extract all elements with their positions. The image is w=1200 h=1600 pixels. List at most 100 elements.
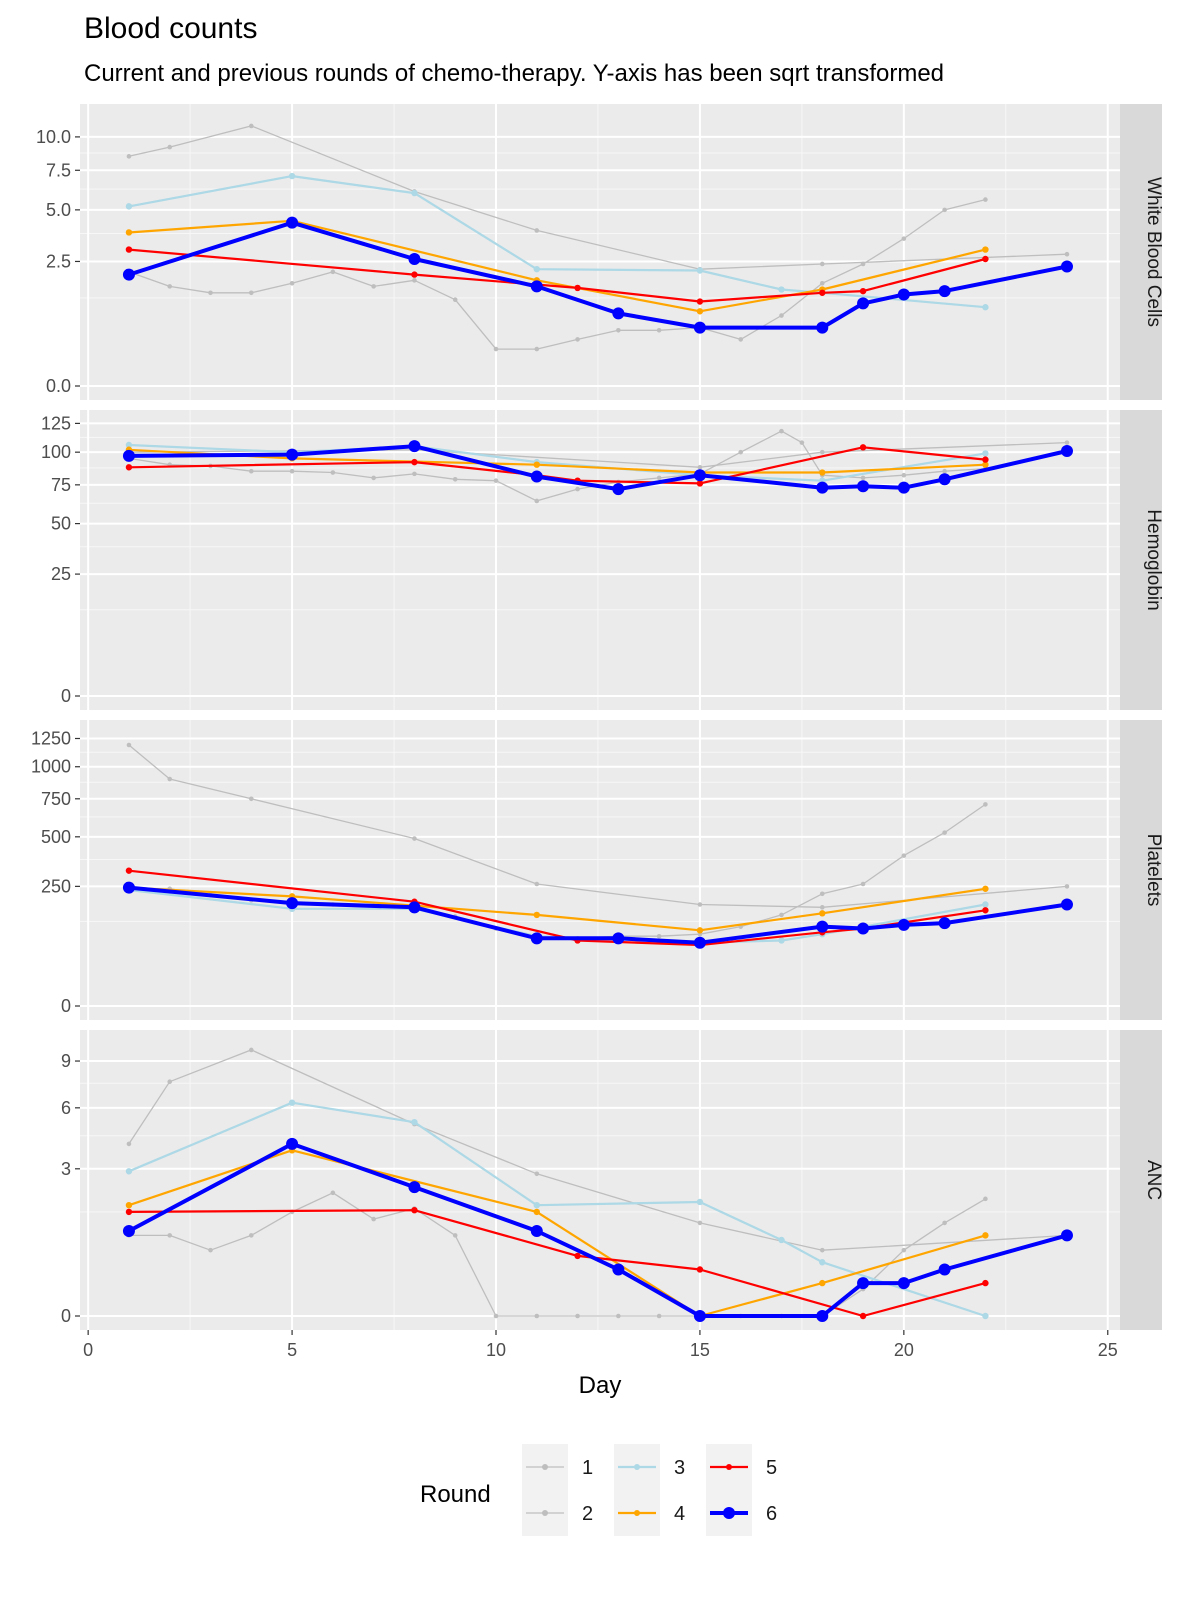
legend-label: 1	[582, 1457, 593, 1479]
data-point-round-1	[860, 881, 866, 887]
data-point-round-5	[574, 1252, 581, 1260]
data-point-round-1	[330, 470, 336, 475]
data-point-round-1	[819, 280, 825, 286]
data-point-round-2	[819, 261, 825, 267]
data-point-round-1	[656, 328, 662, 333]
data-point-round-5	[411, 271, 418, 278]
y-tick-label: 1250	[31, 728, 71, 748]
data-point-round-4	[982, 461, 989, 468]
data-point-round-1	[983, 1196, 988, 1202]
data-point-round-5	[859, 1312, 867, 1320]
data-point-round-2	[126, 154, 132, 159]
data-point-round-3	[125, 203, 133, 210]
data-point-round-5	[696, 298, 704, 305]
data-point-round-2	[248, 796, 254, 802]
data-point-round-1	[901, 472, 907, 478]
data-point-round-6	[897, 1277, 910, 1290]
data-point-round-5	[982, 255, 989, 263]
data-point-round-1	[901, 853, 907, 858]
data-point-round-3	[778, 937, 785, 944]
legend-key-point	[542, 1510, 548, 1516]
y-tick-label: 50	[51, 514, 71, 534]
data-point-round-6	[693, 469, 706, 482]
data-point-round-4	[696, 308, 704, 315]
data-point-round-6	[897, 918, 910, 931]
facet-strip	[1120, 104, 1162, 400]
series-line-1	[128, 1192, 986, 1317]
series-line-4	[128, 886, 986, 932]
data-point-round-1	[452, 1233, 458, 1238]
data-point-round-6	[693, 936, 706, 949]
data-point-round-2	[126, 742, 132, 748]
data-point-round-3	[125, 1168, 133, 1175]
data-point-round-2	[534, 1171, 540, 1177]
data-point-round-6	[286, 897, 299, 910]
data-point-round-6	[530, 932, 543, 945]
data-point-round-6	[857, 922, 870, 935]
chart-title: Blood counts	[84, 12, 258, 45]
data-point-round-1	[452, 297, 458, 303]
legend-key-point	[726, 1464, 732, 1470]
data-point-round-3	[411, 1118, 418, 1126]
data-point-round-6	[693, 321, 706, 334]
y-tick-label: 0.0	[46, 376, 71, 396]
data-point-round-6	[857, 1277, 870, 1290]
y-tick-label: 5.0	[46, 200, 71, 220]
data-point-round-4	[819, 910, 826, 917]
data-point-round-2	[248, 123, 254, 129]
data-point-round-1	[248, 468, 254, 474]
data-point-round-2	[819, 905, 825, 910]
data-point-round-3	[982, 304, 989, 311]
data-point-round-6	[816, 920, 829, 933]
data-point-round-6	[816, 1310, 829, 1322]
legend-label: 5	[766, 1457, 777, 1479]
data-point-round-5	[982, 1279, 989, 1287]
y-tick-label: 0	[61, 996, 71, 1016]
data-point-round-1	[371, 1216, 376, 1222]
data-point-round-1	[371, 284, 376, 289]
data-point-round-1	[860, 475, 866, 481]
y-tick-label: 6	[61, 1098, 71, 1118]
series-line-5	[128, 1209, 986, 1318]
data-point-round-6	[122, 1225, 135, 1238]
data-point-round-3	[288, 172, 296, 180]
data-point-round-1	[616, 328, 621, 333]
data-point-round-6	[612, 483, 625, 496]
panel-background	[80, 104, 1120, 400]
data-point-round-2	[697, 1220, 703, 1226]
data-point-round-5	[859, 444, 867, 451]
legend-label: 4	[674, 1503, 685, 1525]
data-point-round-2	[534, 881, 540, 887]
data-point-round-1	[412, 278, 417, 283]
data-point-round-1	[942, 207, 947, 213]
legend-label: 3	[674, 1457, 685, 1479]
data-point-round-2	[1064, 251, 1070, 257]
data-point-round-3	[288, 1099, 296, 1106]
data-point-round-4	[533, 911, 540, 919]
data-point-round-4	[982, 885, 989, 892]
data-point-round-5	[411, 458, 418, 466]
y-tick-label: 75	[51, 475, 71, 495]
panel-2: 0 250 500 750 1000 1250 Platelets	[31, 720, 1164, 1020]
y-tick-label: 25	[51, 564, 71, 584]
data-point-round-2	[534, 228, 540, 233]
data-point-round-1	[248, 290, 254, 296]
y-tick-label: 3	[61, 1159, 71, 1179]
data-point-round-6	[816, 321, 829, 334]
panel-background	[80, 720, 1120, 1020]
data-point-round-1	[534, 1313, 540, 1319]
chart-subtitle: Current and previous rounds of chemo-the…	[84, 60, 945, 87]
data-point-round-6	[530, 470, 543, 483]
series-line-4	[128, 448, 986, 474]
data-point-round-5	[982, 907, 989, 914]
data-point-round-1	[575, 1313, 580, 1319]
data-point-round-6	[408, 252, 421, 265]
data-point-round-6	[938, 917, 951, 930]
y-tick-label: 10.0	[36, 127, 71, 147]
y-tick-label: 2.5	[46, 251, 71, 271]
data-point-round-6	[408, 440, 421, 453]
legend-key-point	[542, 1464, 548, 1470]
data-point-round-1	[330, 1190, 336, 1196]
data-point-round-2	[248, 1047, 254, 1053]
